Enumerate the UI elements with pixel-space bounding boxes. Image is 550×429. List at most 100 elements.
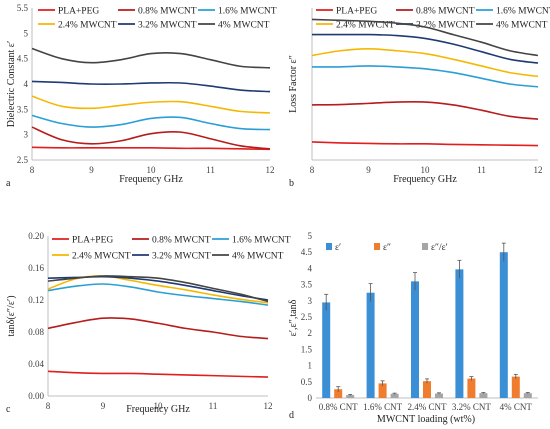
- bar: [435, 393, 443, 398]
- x-tick-label: 10: [147, 165, 157, 175]
- bar: [455, 269, 464, 398]
- y-tick-label: 3.5: [17, 104, 29, 114]
- series-line-0: [31, 146, 271, 151]
- legend-label: 4% MWCNT: [232, 252, 284, 262]
- y-tick-label: 4.5: [17, 54, 29, 64]
- y-tick-label: 3: [308, 296, 313, 306]
- bar: [467, 378, 476, 398]
- x-tick-label: 9: [366, 165, 371, 175]
- legend-label: PLA+PEG: [58, 7, 99, 17]
- x-tick-label: 1.6% CNT: [363, 402, 402, 412]
- x-tick-label: 2.4% CNT: [408, 402, 447, 412]
- series-line-4: [47, 275, 269, 301]
- y-tick-label: 5.5: [17, 3, 29, 13]
- y-axis-label: Dielectric Constant ε′: [6, 41, 17, 127]
- y-tick-label: 4: [308, 263, 313, 273]
- y-tick-label: 1: [308, 361, 313, 371]
- y-tick-label: 3.5: [301, 280, 313, 290]
- x-tick-label: 4% CNT: [500, 402, 533, 412]
- legend-label: 0.8% MWCNT: [138, 7, 197, 17]
- legend-label: 3.2% MWCNT: [152, 252, 211, 262]
- bar: [423, 381, 431, 398]
- x-axis-label: Frequency GHz: [126, 404, 190, 415]
- panel-label: a: [6, 178, 11, 189]
- y-axis-label: tanδ(ε″/ε′): [6, 295, 17, 336]
- legend-label: ε″/ε′: [431, 243, 448, 253]
- series-line-4: [31, 80, 271, 93]
- x-tick-label: 8: [46, 401, 51, 411]
- series-line-3: [47, 275, 269, 304]
- series-line-5: [311, 18, 539, 57]
- legend-label: 3.2% MWCNT: [416, 21, 475, 31]
- x-tick-label: 8: [30, 165, 35, 175]
- panel-label: c: [6, 404, 11, 415]
- bar: [346, 395, 355, 398]
- legend-label: 2.4% MWCNT: [336, 21, 395, 31]
- y-tick-label: 3: [24, 130, 29, 140]
- series-line-1: [31, 126, 271, 150]
- series-line-5: [47, 275, 269, 303]
- x-tick-label: 11: [477, 165, 486, 175]
- x-tick-label: 0.8% CNT: [319, 402, 358, 412]
- y-tick-label: 0.20: [28, 231, 44, 241]
- x-tick-label: 12: [534, 165, 543, 175]
- legend-label: ε″: [383, 243, 391, 253]
- x-tick-label: 11: [206, 165, 215, 175]
- y-tick-label: 5: [308, 231, 313, 241]
- y-tick-label: 4.5: [301, 247, 313, 257]
- y-tick-label: 1.5: [301, 344, 313, 354]
- legend-label: ε′: [335, 243, 341, 253]
- y-tick-label: 0.5: [301, 377, 313, 387]
- bar: [523, 393, 532, 398]
- x-tick-label: 10: [421, 165, 431, 175]
- x-tick-label: 12: [264, 401, 273, 411]
- legend-label: PLA+PEG: [72, 236, 113, 246]
- legend-label: 1.6% MWCNT: [496, 7, 550, 17]
- series-line-3: [311, 48, 539, 78]
- y-axis-label: ε′,ε″,tanδ: [288, 299, 299, 336]
- panel-d: d MWCNT loading (wt%) ε′,ε″,tanδ 0 0.5 1 1.5 2 2…: [288, 231, 538, 425]
- y-tick-label: 0.12: [28, 295, 44, 305]
- y-tick-label: 0.00: [28, 391, 44, 401]
- y-tick-label: 0: [308, 393, 313, 403]
- series-line-5: [31, 47, 271, 69]
- legend-label: 3.2% MWCNT: [138, 21, 197, 31]
- y-tick-label: 2: [308, 328, 313, 338]
- bar: [334, 389, 343, 398]
- legend-label: PLA+PEG: [336, 7, 377, 17]
- legend-label: 2.4% MWCNT: [72, 252, 131, 262]
- y-tick-label: 0.08: [28, 327, 44, 337]
- y-tick-label: 5: [24, 28, 29, 38]
- bar: [479, 393, 488, 398]
- legend-label: 4% MWCNT: [218, 21, 270, 31]
- panel-c: c Frequency GHz tanδ(ε″/ε′) 8 9 10 11 12 0.00 0.0…: [6, 231, 291, 415]
- x-tick-label: 8: [310, 165, 315, 175]
- y-axis-label: Loss Factor ε″: [288, 55, 299, 113]
- x-axis-label: MWCNT loading (wt%): [377, 414, 475, 425]
- bar: [511, 376, 520, 398]
- panel-label: b: [289, 178, 294, 189]
- legend-swatch: [374, 243, 380, 250]
- bar: [390, 393, 399, 398]
- series-line-2: [31, 114, 271, 131]
- legend-label: 1.6% MWCNT: [218, 7, 277, 17]
- x-tick-label: 10: [154, 401, 164, 411]
- legend-label: 0.8% MWCNT: [152, 236, 211, 246]
- series-line-4: [312, 33, 539, 64]
- series-line-1: [311, 100, 539, 120]
- x-tick-label: 3.2% CNT: [452, 402, 491, 412]
- legend-label: 2.4% MWCNT: [58, 21, 117, 31]
- bar: [378, 383, 387, 398]
- y-tick-label: 0.04: [28, 359, 44, 369]
- bar: [499, 252, 508, 398]
- x-tick-label: 11: [209, 401, 218, 411]
- bar: [411, 281, 419, 398]
- series-line-2: [311, 65, 539, 88]
- legend-swatch: [422, 243, 428, 250]
- series-line-0: [47, 370, 269, 378]
- bar: [366, 292, 375, 398]
- x-axis-label: Frequency GHz: [393, 174, 457, 185]
- legend-label: 0.8% MWCNT: [416, 7, 475, 17]
- panel-label: d: [289, 410, 294, 421]
